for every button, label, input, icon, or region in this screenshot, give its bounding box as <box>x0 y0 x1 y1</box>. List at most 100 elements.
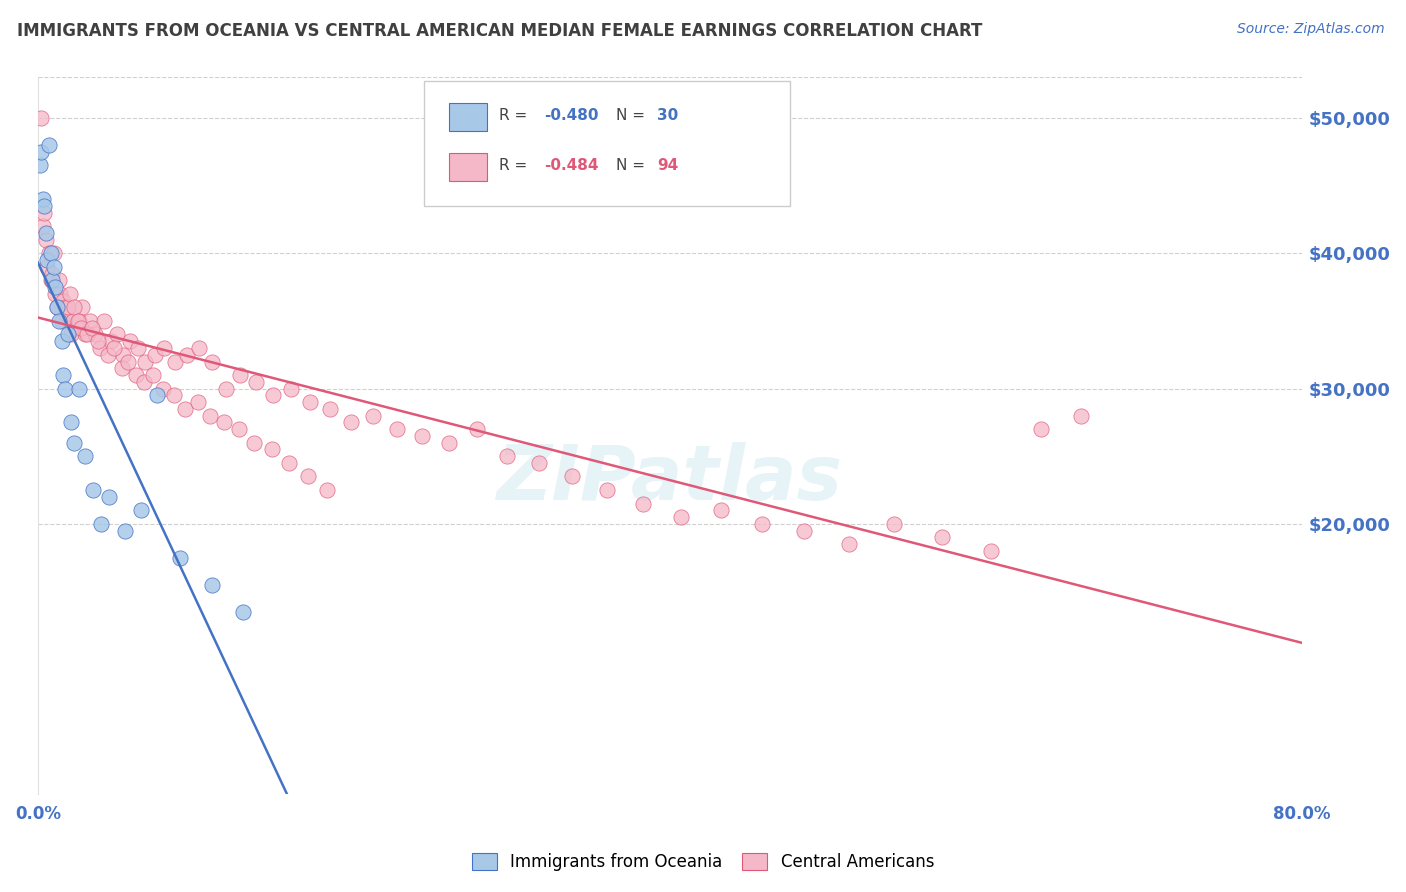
Point <box>280 382 302 396</box>
Text: ZIPatlas: ZIPatlas <box>498 442 844 516</box>
Point <box>260 442 283 457</box>
Point <box>41 267 63 281</box>
Point <box>437 435 460 450</box>
Point <box>361 409 384 423</box>
Point <box>75 449 97 463</box>
Point <box>214 416 236 430</box>
Point <box>30 145 52 159</box>
Point <box>142 368 165 382</box>
Point <box>51 314 73 328</box>
Point <box>527 456 550 470</box>
Point <box>298 395 321 409</box>
Point <box>66 314 89 328</box>
Point <box>39 273 62 287</box>
Point <box>51 334 73 349</box>
Point <box>83 327 105 342</box>
Point <box>669 510 692 524</box>
Point <box>145 388 167 402</box>
Point <box>111 361 134 376</box>
Text: IMMIGRANTS FROM OCEANIA VS CENTRAL AMERICAN MEDIAN FEMALE EARNINGS CORRELATION C: IMMIGRANTS FROM OCEANIA VS CENTRAL AMERI… <box>17 22 983 40</box>
Point <box>596 483 619 497</box>
Point <box>200 409 222 423</box>
Point <box>44 286 66 301</box>
Point <box>67 382 90 396</box>
Text: N =: N = <box>616 158 650 173</box>
Text: R =: R = <box>499 108 533 123</box>
Point <box>63 301 86 315</box>
Point <box>89 341 111 355</box>
Point <box>129 503 152 517</box>
Point <box>49 286 72 301</box>
Point <box>751 516 773 531</box>
Point <box>90 516 112 531</box>
Point <box>188 341 211 355</box>
Point <box>56 301 79 315</box>
Point <box>297 469 319 483</box>
Point <box>52 293 75 308</box>
Point <box>114 524 136 538</box>
Text: N =: N = <box>616 108 650 123</box>
Bar <box>449 153 486 181</box>
Point <box>411 429 433 443</box>
Point <box>125 368 148 382</box>
Point <box>980 544 1002 558</box>
Point <box>201 577 224 591</box>
Point <box>87 334 110 349</box>
Point <box>41 273 63 287</box>
Point <box>496 449 519 463</box>
Point <box>163 388 186 402</box>
Point <box>48 314 70 328</box>
Point <box>63 435 86 450</box>
Point <box>34 199 56 213</box>
Point <box>174 401 197 416</box>
Point <box>561 469 583 483</box>
Point <box>1031 422 1053 436</box>
Point <box>93 314 115 328</box>
Text: -0.484: -0.484 <box>544 158 598 173</box>
Point <box>39 246 62 260</box>
Point <box>38 138 60 153</box>
Point <box>883 516 905 531</box>
Point <box>42 260 65 274</box>
Point <box>76 327 98 342</box>
Point <box>117 354 139 368</box>
Point <box>70 301 93 315</box>
Point <box>56 327 79 342</box>
FancyBboxPatch shape <box>423 81 790 206</box>
Point <box>278 456 301 470</box>
Point <box>153 341 176 355</box>
Point <box>132 375 155 389</box>
Text: -0.480: -0.480 <box>544 108 598 123</box>
Point <box>42 246 65 260</box>
Point <box>55 307 77 321</box>
Point <box>631 497 654 511</box>
Point <box>316 483 339 497</box>
Point <box>243 435 266 450</box>
Point <box>46 301 69 315</box>
Text: 94: 94 <box>658 158 679 173</box>
Point <box>465 422 488 436</box>
Point <box>176 348 198 362</box>
Point <box>60 416 83 430</box>
Point <box>28 158 51 172</box>
Point <box>710 503 733 517</box>
Point <box>37 253 59 268</box>
Point <box>53 301 76 315</box>
Point <box>100 334 122 349</box>
Point <box>165 354 187 368</box>
Point <box>793 524 815 538</box>
Text: Source: ZipAtlas.com: Source: ZipAtlas.com <box>1237 22 1385 37</box>
Point <box>53 382 76 396</box>
Point <box>228 422 250 436</box>
Point <box>34 205 56 219</box>
Point <box>35 226 58 240</box>
Text: R =: R = <box>499 158 533 173</box>
Point <box>82 483 104 497</box>
Point <box>1070 409 1092 423</box>
Point <box>35 233 58 247</box>
Point <box>838 537 860 551</box>
Bar <box>449 103 486 131</box>
Legend: Immigrants from Oceania, Central Americans: Immigrants from Oceania, Central America… <box>464 845 942 880</box>
Point <box>98 490 121 504</box>
Point <box>105 327 128 342</box>
